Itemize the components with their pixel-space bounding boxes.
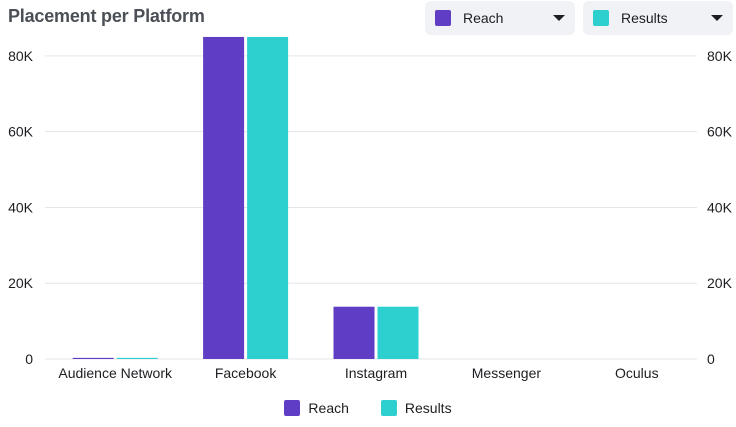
reach-color-swatch <box>435 10 451 26</box>
reach-metric-dropdown[interactable]: Reach <box>425 1 575 35</box>
legend-label-results: Results <box>404 400 452 416</box>
y-tick-label-right: 40K <box>707 199 733 215</box>
y-tick-label-left: 60K <box>8 124 34 140</box>
placement-bar-chart: 0 0 20K 20K 40K 40K 60K 60K 80K 80K Audience Netwo… <box>8 36 733 381</box>
bar-reach-facebook <box>203 36 245 359</box>
x-tick-label: Oculus <box>615 365 659 381</box>
y-tick-label-right: 0 <box>707 351 715 367</box>
y-tick-label-left: 0 <box>25 351 33 367</box>
x-tick-label: Facebook <box>215 365 277 381</box>
page-title: Placement per Platform <box>8 6 205 26</box>
legend-swatch-results <box>380 400 397 416</box>
y-tick-label-right: 20K <box>707 275 733 291</box>
x-tick-label: Instagram <box>345 365 407 381</box>
x-tick-label: Messenger <box>472 365 542 381</box>
bar-results-instagram <box>377 306 419 359</box>
x-tick-label: Audience Network <box>58 365 173 381</box>
results-color-swatch <box>593 10 609 26</box>
y-tick-label-right: 60K <box>707 124 733 140</box>
legend-swatch-reach <box>284 400 301 416</box>
legend-item-results[interactable]: Results <box>380 400 452 416</box>
bar-reach-instagram <box>333 306 375 359</box>
bar-results-facebook <box>247 36 289 359</box>
legend-item-reach[interactable]: Reach <box>284 400 349 416</box>
y-tick-label-left: 80K <box>8 48 34 64</box>
y-tick-label-right: 80K <box>707 48 733 64</box>
reach-dropdown-label: Reach <box>463 10 504 26</box>
chevron-down-icon[interactable] <box>711 15 723 21</box>
bar-results-audience-network <box>116 357 158 359</box>
y-tick-label-left: 20K <box>8 275 34 291</box>
chevron-down-icon[interactable] <box>553 15 565 21</box>
legend-label-reach: Reach <box>308 400 349 416</box>
results-metric-dropdown[interactable]: Results <box>583 1 733 35</box>
y-tick-label-left: 40K <box>8 199 34 215</box>
bar-reach-audience-network <box>72 357 114 359</box>
results-dropdown-label: Results <box>621 10 668 26</box>
chart-legend: Reach Results <box>0 400 736 416</box>
